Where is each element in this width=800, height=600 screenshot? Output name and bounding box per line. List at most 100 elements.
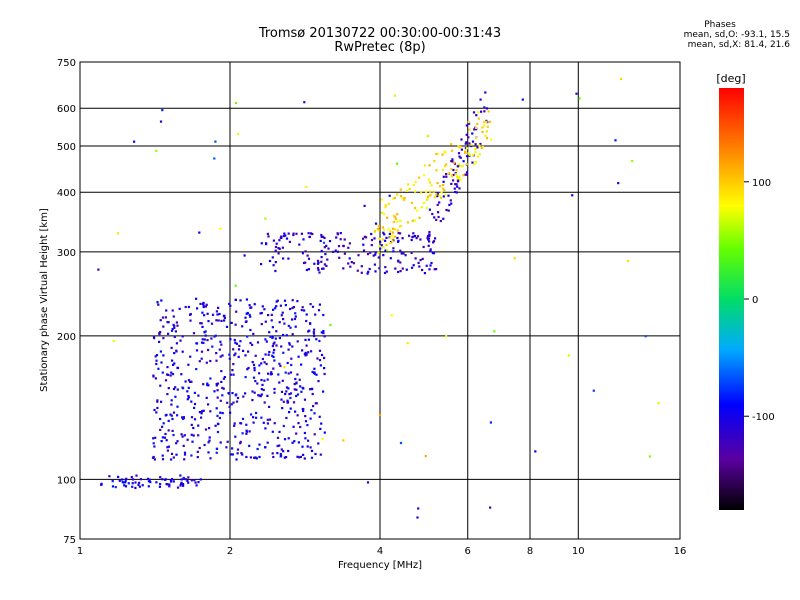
data-point [459,165,462,168]
data-point [317,442,320,445]
data-point [284,234,287,237]
data-point [320,260,323,263]
data-point [187,386,190,389]
data-point [307,351,310,354]
data-point [170,403,173,406]
data-point [433,160,436,163]
data-point [302,408,305,411]
data-point [418,265,421,268]
noise-point [114,486,117,489]
data-point [215,352,218,355]
data-point [472,111,476,114]
data-point [226,401,229,404]
data-point [475,137,478,140]
data-point [248,304,251,307]
data-point [268,405,271,408]
data-point [406,221,410,224]
data-point [228,357,231,360]
data-point [275,330,278,333]
data-point [252,332,255,335]
data-point [246,368,249,371]
data-point [241,325,244,328]
data-point [435,153,438,156]
data-point [383,271,387,275]
data-point [453,161,456,164]
data-point [275,305,278,308]
data-points [97,77,660,519]
data-point [443,188,446,192]
data-point [169,479,172,482]
data-point [481,130,484,134]
data-point [162,422,165,425]
data-point [130,476,133,479]
data-point [289,326,292,329]
data-point [318,339,321,343]
data-point [295,394,298,398]
data-point [467,136,470,139]
data-point [172,363,175,366]
data-point [187,395,190,398]
data-point [313,412,316,415]
data-point [157,303,160,306]
data-point [176,440,179,443]
data-point [186,390,189,393]
data-point [287,257,290,260]
data-point [166,449,169,452]
noise-point [321,438,324,441]
data-point [326,258,329,261]
data-point [452,173,455,177]
y-axis-title: Stationary phase Virtual Height [km] [39,208,50,392]
data-point [190,433,193,436]
data-point [295,381,298,384]
data-point [165,373,169,376]
data-point [318,415,321,418]
data-point [447,194,450,197]
data-point [187,476,190,479]
data-point [436,192,439,195]
data-point [256,341,260,344]
data-point [252,363,256,366]
data-point [425,206,429,209]
data-point [294,315,297,318]
data-point [399,195,402,198]
data-point [476,155,480,158]
data-point [455,173,458,176]
data-point [131,482,134,485]
data-point [401,237,404,240]
data-point [347,262,350,265]
data-point [450,175,453,178]
data-point [267,235,270,238]
data-point [465,163,469,166]
data-point [457,180,460,183]
data-point [153,337,156,340]
data-point [384,206,387,209]
data-point [362,243,365,246]
data-point [277,252,280,255]
data-point [317,268,320,271]
data-point [176,414,179,417]
data-point [457,145,460,148]
data-point [426,195,429,198]
data-point [401,197,404,200]
data-point [414,257,417,260]
data-point [317,309,321,312]
data-point [244,376,247,379]
data-point [398,225,402,228]
data-point [182,476,185,480]
data-point [209,457,212,460]
data-point [256,382,259,385]
data-point [244,316,247,319]
data-point [190,380,193,383]
data-point [476,122,479,126]
data-point [313,372,317,375]
data-point [470,143,473,146]
data-point [155,362,158,366]
data-point [168,485,171,488]
data-point [159,417,162,421]
data-point [303,431,306,435]
data-point [249,456,252,459]
data-point [399,249,402,252]
data-point [205,303,208,306]
data-point [423,272,426,275]
data-point [347,246,350,249]
